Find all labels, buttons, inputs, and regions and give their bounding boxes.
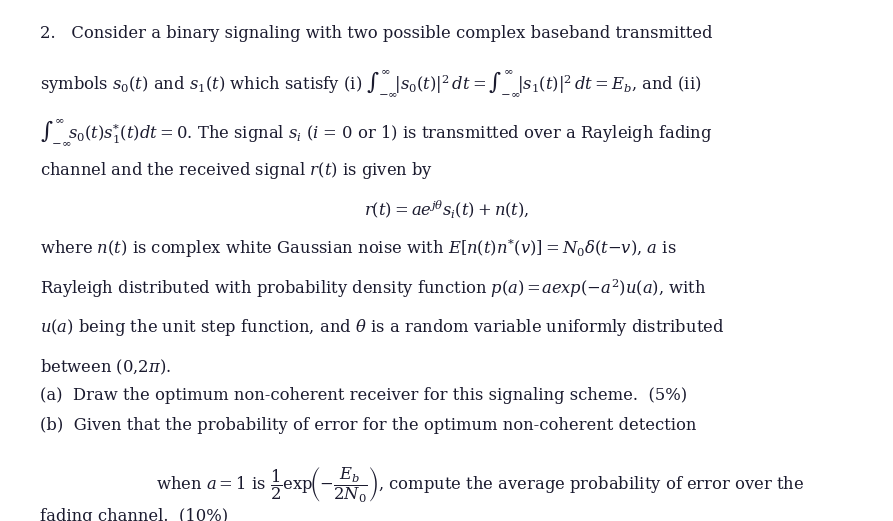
Text: $u(a)$ being the unit step function, and $\theta$ is a random variable uniformly: $u(a)$ being the unit step function, and… xyxy=(40,317,724,338)
Text: channel and the received signal $r(t)$ is given by: channel and the received signal $r(t)$ i… xyxy=(40,160,433,181)
Text: $\int_{-\infty}^{\infty}\!s_0(t)s_1^{*}(t)dt = 0$. The signal $s_i$ ($i$ = 0 or : $\int_{-\infty}^{\infty}\!s_0(t)s_1^{*}(… xyxy=(40,116,713,146)
Text: (b)  Given that the probability of error for the optimum non-coherent detection: (b) Given that the probability of error … xyxy=(40,417,697,435)
Text: when $a{=}1$ is $\dfrac{1}{2}\mathrm{exp}\!\left(-\dfrac{E_b}{2N_0}\right)$, com: when $a{=}1$ is $\dfrac{1}{2}\mathrm{exp… xyxy=(156,465,805,504)
Text: where $n(t)$ is complex white Gaussian noise with $E[n(t)n^{*}(v)]{=}N_0\delta(t: where $n(t)$ is complex white Gaussian n… xyxy=(40,237,677,260)
Text: between (0,2$\pi$).: between (0,2$\pi$). xyxy=(40,357,171,377)
Text: Rayleigh distributed with probability density function $p(a){=}\!aexp({-}a^2)u(a: Rayleigh distributed with probability de… xyxy=(40,277,706,300)
Text: fading channel.  (10%): fading channel. (10%) xyxy=(40,508,229,521)
Text: symbols $s_0(t)$ and $s_1(t)$ which satisfy (i) $\int_{-\infty}^{\infty}\!|s_0(t: symbols $s_0(t)$ and $s_1(t)$ which sati… xyxy=(40,67,702,97)
Text: $r(t) = ae^{j\theta}s_i(t)+n(t),$: $r(t) = ae^{j\theta}s_i(t)+n(t),$ xyxy=(363,198,530,220)
Text: 2.   Consider a binary signaling with two possible complex baseband transmitted: 2. Consider a binary signaling with two … xyxy=(40,25,713,42)
Text: (a)  Draw the optimum non-coherent receiver for this signaling scheme.  (5%): (a) Draw the optimum non-coherent receiv… xyxy=(40,387,688,404)
